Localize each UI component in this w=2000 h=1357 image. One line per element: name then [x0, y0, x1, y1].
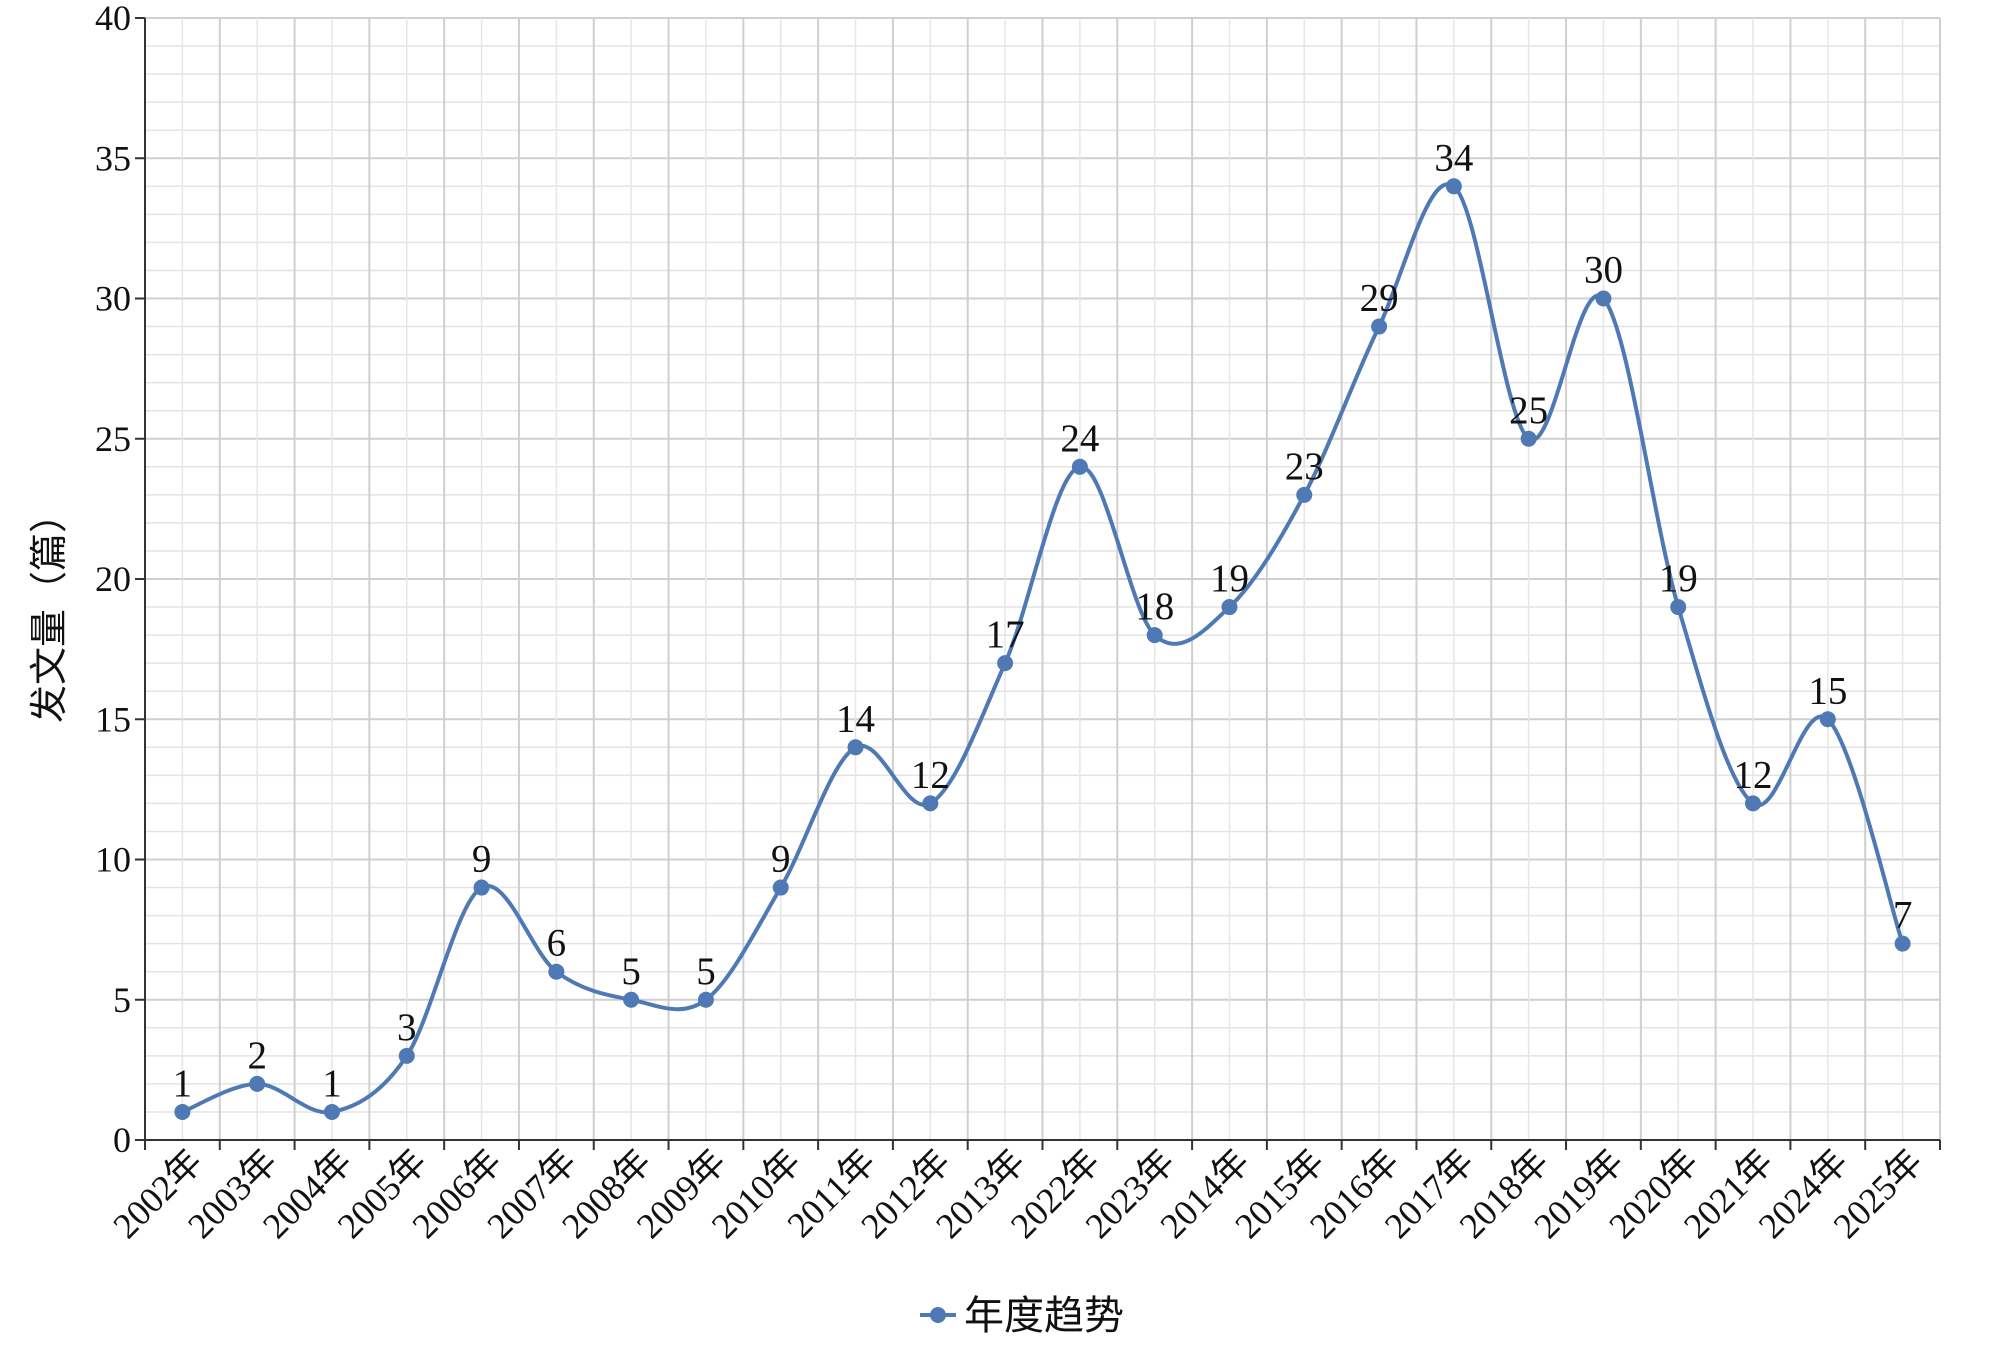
- data-label: 19: [1659, 557, 1698, 600]
- data-point[interactable]: [249, 1075, 266, 1092]
- data-point[interactable]: [1595, 290, 1612, 307]
- y-tick-label: 10: [95, 840, 131, 880]
- data-label: 17: [986, 613, 1025, 656]
- data-label: 6: [547, 922, 567, 965]
- data-label: 7: [1893, 894, 1913, 937]
- data-label: 19: [1210, 557, 1249, 600]
- data-label: 1: [322, 1062, 342, 1105]
- data-point[interactable]: [1371, 318, 1388, 335]
- data-point[interactable]: [1296, 486, 1313, 503]
- data-point[interactable]: [174, 1103, 191, 1120]
- data-label: 9: [472, 838, 492, 881]
- data-label: 1: [173, 1062, 193, 1105]
- legend-marker: [930, 1307, 946, 1323]
- data-label: 9: [771, 838, 791, 881]
- data-label: 18: [1135, 585, 1174, 628]
- data-point[interactable]: [1445, 178, 1462, 195]
- data-label: 5: [696, 950, 716, 993]
- data-point[interactable]: [1670, 599, 1687, 616]
- data-point[interactable]: [1894, 935, 1911, 952]
- series-line-年度趋势: [181, 182, 1905, 1115]
- y-tick-label: 30: [95, 279, 131, 319]
- data-point[interactable]: [473, 879, 490, 896]
- data-label: 12: [911, 753, 950, 796]
- data-label: 34: [1434, 136, 1473, 179]
- data-point[interactable]: [398, 1047, 415, 1064]
- data-label: 12: [1734, 753, 1773, 796]
- data-point[interactable]: [323, 1103, 340, 1120]
- data-point[interactable]: [1819, 711, 1836, 728]
- data-point[interactable]: [1520, 430, 1537, 447]
- data-point[interactable]: [1745, 795, 1762, 812]
- y-tick-label: 25: [95, 419, 131, 459]
- data-point[interactable]: [548, 963, 565, 980]
- data-point[interactable]: [623, 991, 640, 1008]
- legend[interactable]: 年度趋势: [920, 1293, 1124, 1339]
- y-tick-label: 0: [113, 1120, 131, 1160]
- data-label: 15: [1808, 669, 1847, 712]
- y-tick-label: 40: [95, 0, 131, 38]
- data-label: 30: [1584, 249, 1623, 292]
- y-tick-label: 20: [95, 559, 131, 599]
- data-label: 5: [621, 950, 641, 993]
- data-point[interactable]: [1221, 599, 1238, 616]
- legend-label: 年度趋势: [964, 1293, 1124, 1339]
- data-point[interactable]: [1146, 627, 1163, 644]
- y-tick-label: 35: [95, 138, 131, 178]
- series: [174, 178, 1911, 1120]
- grid: [144, 17, 1941, 1141]
- data-label: 14: [836, 697, 875, 740]
- data-label: 2: [247, 1034, 267, 1077]
- data-point[interactable]: [922, 795, 939, 812]
- y-axis-title: 发文量（篇）: [27, 495, 71, 723]
- data-label: 3: [397, 1006, 417, 1049]
- data-label: 25: [1509, 389, 1548, 432]
- data-point[interactable]: [697, 991, 714, 1008]
- data-point[interactable]: [997, 655, 1014, 672]
- data-label: 29: [1360, 277, 1399, 320]
- data-label: 23: [1285, 445, 1324, 488]
- data-point[interactable]: [772, 879, 789, 896]
- y-tick-label: 5: [113, 980, 131, 1020]
- y-tick-label: 15: [95, 699, 131, 739]
- data-point[interactable]: [847, 739, 864, 756]
- data-point[interactable]: [1071, 458, 1088, 475]
- data-label: 24: [1060, 417, 1099, 460]
